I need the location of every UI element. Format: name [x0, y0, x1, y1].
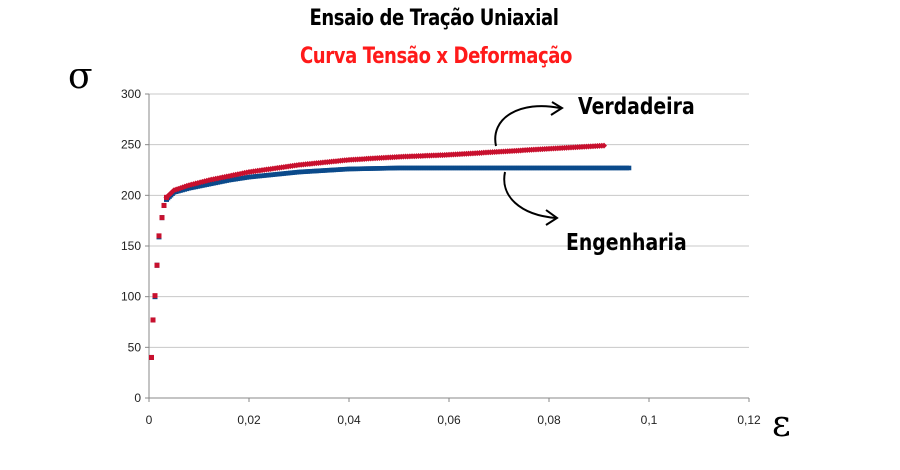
x-tick-label: 0,12: [737, 413, 761, 427]
y-tick-label: 150: [121, 239, 141, 253]
y-tick-label: 100: [121, 290, 141, 304]
data-point: [626, 165, 632, 171]
series-engenharia: [149, 165, 632, 360]
data-point: [159, 215, 165, 221]
x-tick-label: 0,06: [437, 413, 461, 427]
data-point: [161, 202, 167, 208]
annotation-verdadeira: Verdadeira: [578, 94, 695, 120]
axes: [145, 93, 750, 402]
x-tick-label: 0,04: [337, 413, 361, 427]
y-tick-label: 50: [128, 340, 142, 354]
arrow-engenharia: [503, 171, 557, 219]
data-point: [601, 142, 607, 149]
x-tick-label: 0,02: [237, 413, 261, 427]
data-point: [150, 317, 156, 323]
y-tick-label: 250: [121, 138, 141, 152]
data-point: [152, 293, 158, 299]
chart-subtitle: Curva Tensão x Deformação: [299, 44, 573, 69]
arrowhead-verdadeira: [550, 101, 564, 116]
y-tick-label: 200: [121, 188, 141, 202]
x-tick-label: 0: [146, 413, 153, 427]
chart-title: Ensaio de Tração Uniaxial: [309, 6, 559, 31]
annotation-arrows: [494, 101, 564, 226]
annotation-engenharia: Engenharia: [566, 230, 687, 256]
data-series: [149, 142, 632, 360]
y-tick-label: 0: [134, 391, 141, 405]
x-tick-label: 0,1: [641, 413, 658, 427]
data-point: [156, 233, 162, 239]
x-axis-symbol: ε: [772, 404, 791, 445]
x-tick-label: 0,08: [537, 413, 561, 427]
data-point: [149, 354, 154, 360]
y-axis-symbol: σ: [68, 56, 93, 97]
x-tick-labels: 0 0,02 0,04 0,06 0,08 0,1 0,12: [146, 413, 761, 427]
arrow-verdadeira: [494, 105, 561, 147]
series-verdadeira: [149, 142, 607, 360]
y-tick-label: 300: [121, 87, 141, 101]
data-point: [154, 262, 160, 268]
arrowhead-engenharia: [545, 209, 559, 226]
y-tick-labels: 0 50 100 150 200 250 300: [121, 87, 141, 405]
